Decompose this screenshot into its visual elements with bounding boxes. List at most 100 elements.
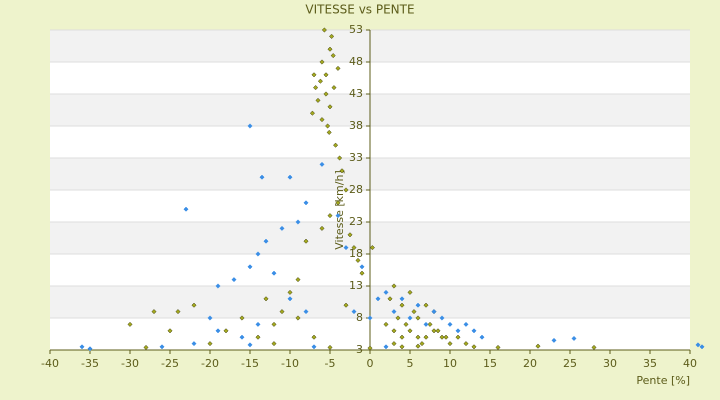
scatter-point [303,200,309,206]
scatter-point [407,328,413,334]
scatter-point [287,174,293,180]
scatter-point [411,309,417,315]
scatter-point [326,129,332,135]
y-tick-label: 18 [349,247,363,260]
scatter-point [239,334,245,340]
scatter-point [395,315,401,321]
x-tick-label: -35 [81,357,99,370]
scatter-point [127,321,133,327]
scatter-point [369,245,375,251]
scatter-point [367,315,373,321]
scatter-point [223,328,229,334]
scatter-point [87,346,93,352]
x-tick-label: -10 [281,357,299,370]
scatter-point [399,302,405,308]
scatter-point [591,344,597,350]
y-tick-label: 53 [349,23,363,36]
scatter-point [471,328,477,334]
scatter-point [455,334,461,340]
scatter-point [463,321,469,327]
scatter-point [303,238,309,244]
y-tick-label: 8 [356,311,363,324]
y-tick-label: 33 [349,151,363,164]
x-tick-label: -40 [41,357,59,370]
chart-title: VITESSE vs PENTE [305,3,414,17]
scatter-point [419,341,425,347]
scatter-point [431,309,437,315]
scatter-point [479,334,485,340]
scatter-point [271,341,277,347]
scatter-point [333,142,339,148]
scatter-point [571,335,577,342]
scatter-point [391,341,397,347]
scatter-point [247,342,253,348]
scatter-point [359,264,365,270]
scatter-point [330,53,336,59]
scatter-point [343,245,349,251]
scatter-point [287,296,293,302]
scatter-point [311,72,317,78]
scatter-point [535,343,541,349]
scatter-point [175,309,181,315]
scatter-point [319,59,325,65]
x-tick-label: 15 [483,357,497,370]
scatter-point [695,342,701,348]
scatter-point [407,289,413,295]
scatter-point [317,78,323,84]
scatter-point [143,344,149,350]
scatter-point [391,283,397,289]
scatter-point [343,302,349,308]
scatter-point [415,315,421,321]
scatter-point [287,289,293,295]
scatter-point [271,321,277,327]
scatter-point [151,309,157,315]
scatter-point [279,309,285,315]
scatter-point [337,155,343,161]
scatter-point [383,289,389,295]
scatter-point [335,65,341,71]
y-tick-label: 38 [349,119,363,132]
scatter-point [303,309,309,315]
scatter-point [295,219,301,225]
scatter-point [331,85,337,91]
x-tick-label: 0 [367,357,374,370]
scatter-point [335,200,341,206]
scatter-point [309,110,315,116]
scatter-point [319,117,325,123]
scatter-point [231,277,237,283]
scatter-point [183,206,189,212]
scatter-point [399,344,405,350]
scatter-point [391,309,397,315]
scatter-point [375,296,381,302]
scatter-point [347,232,353,238]
x-tick-label: -30 [121,357,139,370]
x-tick-label: 10 [443,357,457,370]
scatter-point [329,33,335,39]
scatter-point [263,238,269,244]
scatter-point [495,344,501,350]
scatter-point [255,334,261,340]
scatter-point [447,321,453,327]
x-tick-label: 20 [523,357,537,370]
scatter-point [415,302,421,308]
scatter-point [295,277,301,283]
y-tick-label: 48 [349,55,363,68]
scatter-point [551,337,557,343]
y-axis-label: Vitesse [km/h] [333,170,346,250]
scatter-point [423,334,429,340]
scatter-point [215,328,221,334]
x-tick-label: 35 [643,357,657,370]
scatter-point [247,123,253,129]
scatter-point [263,296,269,302]
scatter-point [387,296,393,302]
x-tick-label: 25 [563,357,577,370]
scatter-point [423,321,429,327]
x-tick-label: 40 [683,357,697,370]
scatter-point [327,104,333,110]
scatter-point [407,315,413,321]
scatter-point [279,225,285,231]
scatter-point [383,321,389,327]
scatter-point [351,309,357,315]
scatter-point [191,341,197,347]
